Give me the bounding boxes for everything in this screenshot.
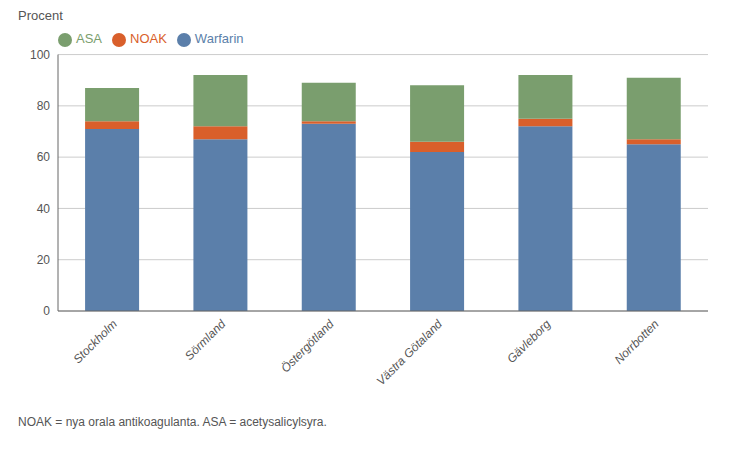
svg-text:100: 100 [30,48,50,62]
html-text:NOAK = nya orala antikoagulant: NOAK = nya orala antikoagulanta. ASA = a… [18,415,327,429]
svg-text:40: 40 [37,202,51,216]
html-text:Procent: Procent [18,8,63,23]
html-text:NOAK: NOAK [130,31,167,46]
svg-text:80: 80 [37,99,51,113]
svg-text:Östergötland: Östergötland [278,317,337,376]
svg-text:Norrbotten: Norrbotten [612,317,662,367]
svg-text:20: 20 [37,253,51,267]
svg-text:60: 60 [37,150,51,164]
svg-text:Sörmland: Sörmland [182,317,228,363]
html-text:Warfarin: Warfarin [194,31,244,46]
html-text:ASA: ASA [76,31,102,46]
svg-text:0: 0 [43,304,50,318]
svg-text:Västra Götaland: Västra Götaland [374,317,445,388]
svg-text:Gävleborg: Gävleborg [504,317,553,366]
svg-text:Stockholm: Stockholm [70,317,120,367]
